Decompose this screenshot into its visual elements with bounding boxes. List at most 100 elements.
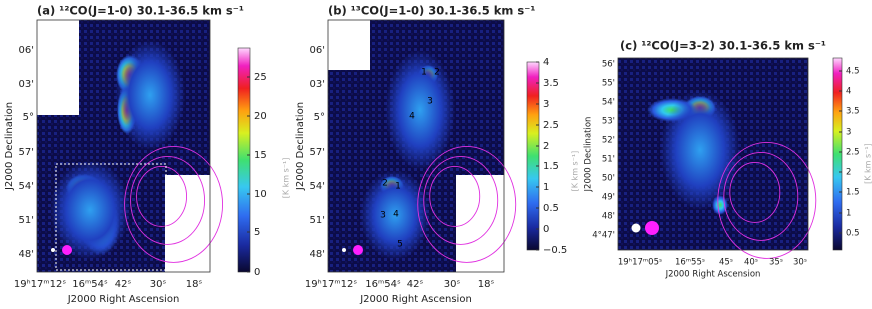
colorbar-tick-label: 3.5 — [543, 78, 559, 89]
contour — [136, 165, 188, 227]
y-tick-label: 06' — [310, 45, 325, 56]
beam — [353, 245, 363, 255]
colorbar-tick-label: 20 — [254, 111, 267, 122]
clump-label: 1 — [395, 182, 401, 192]
emission — [660, 90, 740, 210]
colorbar-tick-label: 15 — [254, 150, 267, 161]
x-tick-label: 30ˢ — [444, 279, 461, 290]
x-tick-label: 35ˢ — [769, 258, 783, 268]
y-tick-label: 54' — [310, 181, 325, 192]
y-tick-label: 51' — [602, 155, 615, 165]
emission — [385, 50, 455, 170]
y-tick-label: 56' — [602, 60, 615, 70]
colorbar-tick-label: 1.5 — [543, 161, 559, 172]
colorbar-tick-label: 1 — [846, 209, 851, 219]
colorbar-tick-label: 4 — [846, 87, 851, 97]
colorbar-tick-label: 2.5 — [543, 120, 559, 131]
y-tick-label: 51' — [310, 215, 325, 226]
emission — [115, 40, 185, 150]
contour — [124, 145, 224, 263]
beam — [631, 223, 641, 233]
y-tick-label: 4°47' — [592, 231, 615, 241]
y-tick-label: 48' — [19, 249, 34, 260]
colorbar — [832, 57, 843, 251]
y-tick-label: 54' — [602, 98, 615, 108]
y-tick-label: 06' — [19, 45, 34, 56]
y-tick-label: 03' — [19, 79, 34, 90]
clump-label: 3 — [427, 97, 433, 107]
y-tick-label: 48' — [602, 212, 615, 222]
x-tick-label: 42ˢ — [115, 279, 132, 290]
contour — [717, 141, 817, 259]
y-tick-label: 48' — [310, 249, 325, 260]
x-axis-label: J2000 Right Ascension — [67, 294, 180, 305]
y-tick-label: 55' — [602, 79, 615, 89]
clump-label: 3 — [380, 211, 386, 221]
colorbar-tick-label: 3 — [846, 128, 851, 138]
colorbar-tick-label: −0.5 — [543, 245, 567, 256]
blank-region — [37, 20, 79, 115]
colorbar-label: [K km s⁻¹] — [282, 158, 291, 199]
y-tick-label: 54' — [19, 181, 34, 192]
frame — [617, 57, 809, 251]
colorbar-tick-label: 2.5 — [846, 148, 860, 158]
emission — [360, 170, 430, 260]
x-tick-label: 16ᵐ55ˢ — [675, 258, 705, 268]
colorbar-tick-label: 4 — [543, 57, 549, 68]
clump-label: 4 — [409, 112, 415, 122]
contour — [130, 155, 206, 245]
y-tick-label: 53' — [602, 117, 615, 127]
frame — [327, 19, 505, 273]
y-tick-label: 50' — [602, 174, 615, 184]
x-tick-label: 30ˢ — [793, 258, 807, 268]
contour — [729, 161, 781, 223]
clump-label: 4 — [393, 210, 399, 220]
x-tick-label: 19ʰ17ᵐ05ˢ — [618, 258, 662, 268]
x-tick-label: 45ˢ — [719, 258, 733, 268]
clump-label: 5 — [397, 240, 403, 250]
emission — [50, 160, 130, 260]
x-tick-label: 16ᵐ54ˢ — [365, 279, 401, 290]
y-tick-label: 57' — [19, 147, 34, 158]
x-tick-label: 18ˢ — [186, 279, 203, 290]
x-tick-label: 40ˢ — [744, 258, 758, 268]
x-tick-label: 16ᵐ54ˢ — [72, 279, 108, 290]
colorbar-label: [K km s⁻¹] — [571, 151, 580, 192]
colorbar-tick-label: 1 — [543, 182, 549, 193]
colorbar — [526, 61, 540, 251]
colorbar-tick-label: 25 — [254, 72, 267, 83]
colorbar-tick-label: 10 — [254, 189, 267, 200]
colorbar-tick-label: 0.5 — [846, 229, 860, 239]
y-tick-label: 5° — [23, 112, 34, 123]
colorbar-tick-label: 0.5 — [543, 203, 559, 214]
colorbar-label: [K km s⁻¹] — [864, 143, 872, 184]
colorbar — [237, 47, 251, 273]
panel-title: (c) ¹²CO(J=3-2) 30.1-36.5 km s⁻¹ — [620, 39, 826, 53]
y-tick-label: 49' — [602, 193, 615, 203]
colorbar-tick-label: 5 — [254, 227, 260, 238]
blank-region — [456, 175, 504, 272]
colorbar-tick-label: 0 — [543, 224, 549, 235]
y-tick-label: 57' — [310, 147, 325, 158]
colorbar-tick-label: 1.5 — [846, 188, 860, 198]
colorbar-tick-label: 2 — [543, 141, 549, 152]
colorbar-tick-label: 2 — [846, 168, 851, 178]
x-axis-label: J2000 Right Ascension — [665, 270, 761, 280]
beam — [51, 248, 55, 252]
beam — [645, 221, 659, 235]
colorbar-tick-label: 0 — [254, 267, 260, 278]
clump-label: 1 — [421, 68, 427, 78]
colorbar-tick-label: 3 — [543, 99, 549, 110]
contour — [417, 145, 517, 263]
blank-region — [328, 20, 370, 70]
x-tick-label: 30ˢ — [150, 279, 167, 290]
contour — [429, 165, 481, 227]
x-tick-label: 18ˢ — [478, 279, 495, 290]
x-tick-label: 19ʰ17ᵐ12ˢ — [14, 279, 66, 290]
frame — [36, 19, 211, 273]
x-tick-label: 42ˢ — [407, 279, 424, 290]
y-tick-label: 03' — [310, 79, 325, 90]
contour — [423, 155, 499, 245]
contour — [723, 151, 799, 241]
